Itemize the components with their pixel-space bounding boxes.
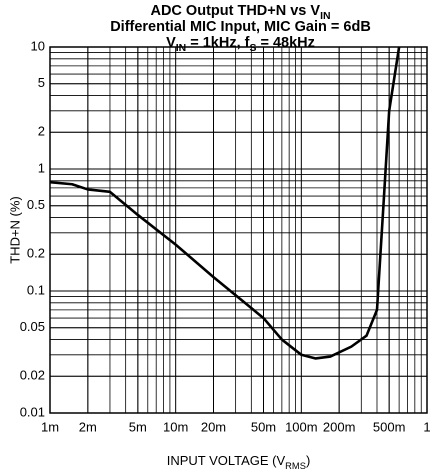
y-tick-label: 0.01: [20, 404, 45, 419]
text-part: = 1kHz, f: [186, 35, 249, 51]
text-part: ): [306, 453, 310, 468]
data-line: [50, 46, 401, 360]
y-tick-label: 0.5: [27, 197, 45, 212]
y-tick-label: 0.05: [20, 319, 45, 334]
x-tick-label: 200m: [323, 419, 356, 434]
plot-frame: [49, 46, 428, 414]
text-part: ADC Output THD+N vs V: [150, 3, 320, 19]
subscript: S: [249, 43, 256, 54]
y-tick-label: 0.02: [20, 368, 45, 383]
x-tick-label: 10m: [163, 419, 188, 434]
x-axis-label: INPUT VOLTAGE (VRMS): [167, 453, 311, 471]
chart-title: Differential MIC Input, MIC Gain = 6dB: [110, 19, 371, 35]
y-tick-label: 2: [38, 124, 45, 139]
text-part: = 48kHz: [256, 35, 314, 51]
x-tick-label: 20m: [201, 419, 226, 434]
subscript: IN: [320, 11, 330, 22]
y-tick-label: 1: [38, 160, 45, 175]
subscript: RMS: [285, 461, 306, 471]
y-tick-label: 0.2: [27, 246, 45, 261]
y-tick-label: 10: [31, 38, 45, 53]
x-tick-label: 1m: [41, 419, 59, 434]
x-tick-label: 2m: [79, 419, 97, 434]
y-tick-label: 0.1: [27, 282, 45, 297]
text-part: Differential MIC Input, MIC Gain = 6dB: [110, 19, 371, 35]
x-tick-label: 50m: [251, 419, 276, 434]
chart-title: VIN = 1kHz, fS = 48kHz: [166, 35, 315, 54]
x-tick-label: 1: [423, 419, 430, 434]
text-part: INPUT VOLTAGE (V: [167, 453, 286, 468]
text-part: V: [166, 35, 176, 51]
y-axis-label: THD+N (%): [7, 196, 22, 264]
subscript: IN: [176, 43, 186, 54]
chart-title: ADC Output THD+N vs VIN: [150, 3, 330, 22]
x-tick-label: 5m: [129, 419, 147, 434]
x-tick-label: 500m: [373, 419, 406, 434]
x-tick-label: 100m: [285, 419, 318, 434]
y-tick-label: 5: [38, 75, 45, 90]
